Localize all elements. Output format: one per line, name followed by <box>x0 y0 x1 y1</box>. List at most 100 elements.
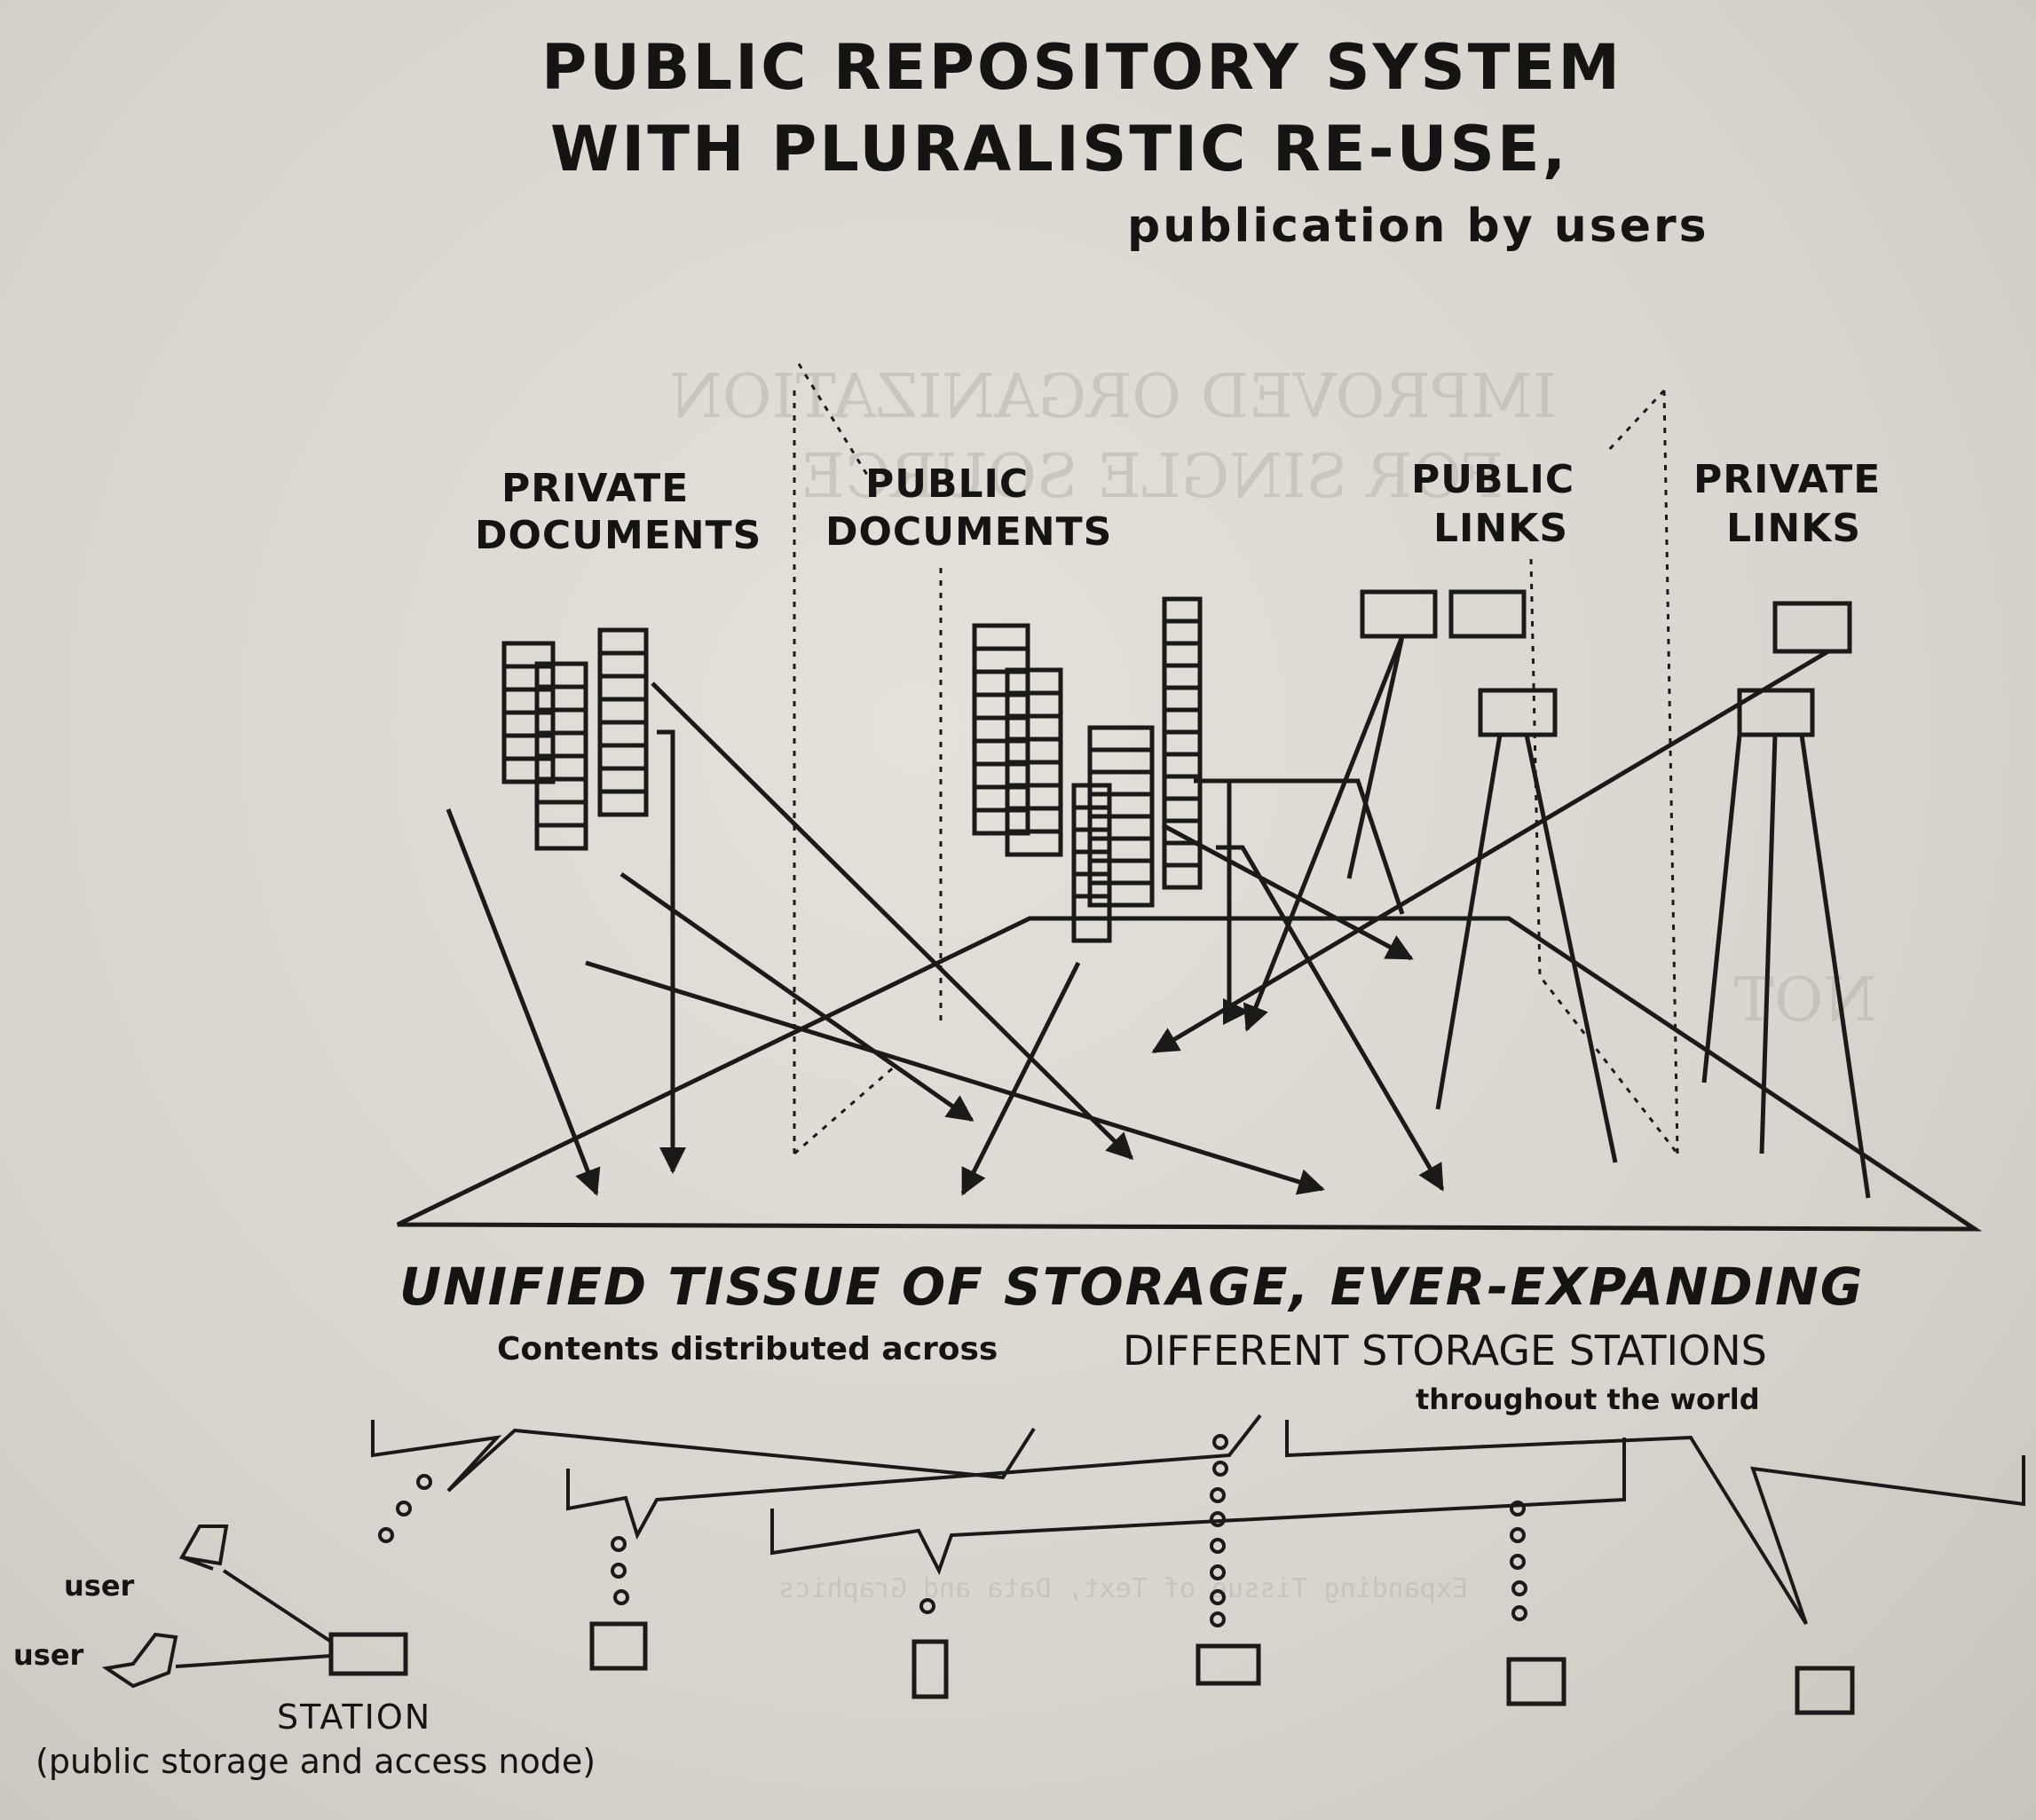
document-block <box>1005 829 1063 857</box>
user-terminals <box>101 1525 333 1689</box>
document-block <box>1071 916 1112 943</box>
document-block <box>1087 880 1155 908</box>
station-description: (public storage and access node) <box>36 1742 596 1781</box>
access-dot <box>919 1598 935 1614</box>
document-block <box>597 674 649 702</box>
document-block <box>597 766 649 794</box>
storage-contents-main: DIFFERENT STORAGE STATIONS <box>1123 1327 1767 1375</box>
document-block <box>1162 685 1203 713</box>
storage-tissue <box>396 916 1983 1232</box>
access-dot <box>1210 1487 1226 1503</box>
station-nodes <box>328 1621 1855 1715</box>
access-dot <box>1511 1605 1527 1621</box>
svg-text:DOCUMENTS: DOCUMENTS <box>825 509 1112 555</box>
private-link-boxes <box>1737 601 1852 737</box>
access-dot <box>416 1474 432 1490</box>
bleed-through-line-2: FOR SINGLE SOURCE <box>801 442 1503 512</box>
title-line-2: WITH PLURALISTIC RE-USE, <box>550 113 1568 185</box>
access-dot <box>1210 1564 1226 1580</box>
station-node <box>911 1639 949 1699</box>
document-block <box>972 623 1030 651</box>
station-node <box>589 1621 648 1671</box>
private-link-box <box>1772 601 1852 654</box>
access-dot <box>1210 1511 1226 1527</box>
svg-text:PRIVATE: PRIVATE <box>1693 457 1881 502</box>
storage-heading: UNIFIED TISSUE OF STORAGE, EVER-EXPANDIN… <box>399 1257 1864 1317</box>
access-dot <box>1510 1527 1526 1543</box>
label-private-links: PRIVATE LINKS <box>1693 457 1881 551</box>
access-dot <box>1510 1501 1526 1517</box>
document-block <box>1162 840 1203 868</box>
station-node <box>328 1632 408 1676</box>
bleed-through-text: IMPROVED ORGANIZATION FOR SINGLE SOURCE … <box>669 362 1876 1604</box>
access-dot <box>1212 1461 1228 1477</box>
access-dot <box>1210 1589 1226 1605</box>
user-label-2: user <box>13 1638 84 1672</box>
document-block <box>1162 752 1203 779</box>
document-block <box>1162 796 1203 823</box>
private-link-box <box>1737 688 1815 737</box>
document-block <box>534 800 588 828</box>
station-node <box>1506 1657 1566 1706</box>
access-dot <box>1210 1611 1226 1627</box>
document-block <box>1087 747 1155 775</box>
document-block <box>501 756 556 784</box>
svg-text:PUBLIC: PUBLIC <box>1411 457 1574 502</box>
svg-text:PUBLIC: PUBLIC <box>865 461 1029 507</box>
access-dot <box>611 1563 627 1579</box>
user-label-1: user <box>64 1569 135 1603</box>
svg-text:LINKS: LINKS <box>1433 506 1568 551</box>
access-dot <box>613 1589 629 1605</box>
document-block <box>1162 863 1203 890</box>
title-subtitle: publication by users <box>1127 200 1709 253</box>
document-block <box>534 823 588 851</box>
document-block <box>597 627 649 656</box>
label-public-documents: PUBLIC DOCUMENTS <box>825 461 1112 555</box>
document-block <box>1087 725 1155 752</box>
access-dot <box>378 1527 394 1543</box>
bleed-through-line-3: NOT <box>1733 965 1876 1036</box>
public-link-box <box>1360 589 1438 639</box>
title-line-1: PUBLIC REPOSITORY SYSTEM <box>541 31 1622 104</box>
access-dots <box>378 1434 1527 1627</box>
document-block <box>597 697 649 725</box>
document-block <box>1162 663 1203 690</box>
access-dot <box>396 1501 412 1517</box>
document-block <box>1162 596 1203 624</box>
document-block <box>597 650 649 679</box>
station-node <box>1795 1666 1855 1715</box>
access-dot <box>1511 1580 1527 1596</box>
document-block <box>1162 707 1203 735</box>
document-block <box>597 789 649 817</box>
connection-lines <box>446 635 1871 1199</box>
public-link-box <box>1448 589 1527 639</box>
svg-text:DOCUMENTS: DOCUMENTS <box>475 513 762 558</box>
label-public-links: PUBLIC LINKS <box>1411 457 1574 551</box>
label-private-documents: PRIVATE DOCUMENTS <box>475 466 762 558</box>
station-network-outline <box>371 1414 2025 1626</box>
storage-contents-prefix: Contents distributed across <box>497 1331 998 1367</box>
document-block <box>1162 641 1203 668</box>
access-dot <box>611 1536 627 1552</box>
document-block <box>1162 618 1203 646</box>
document-stacks <box>501 596 1203 943</box>
document-block <box>1162 818 1203 846</box>
access-dot <box>1212 1434 1228 1450</box>
public-link-boxes <box>1360 589 1558 737</box>
svg-text:LINKS: LINKS <box>1726 506 1861 551</box>
document-block <box>972 808 1030 836</box>
public-link-box <box>1478 688 1558 737</box>
access-dot <box>1210 1538 1226 1554</box>
station-node <box>1196 1643 1261 1686</box>
document-block <box>597 743 649 771</box>
document-block <box>1162 729 1203 757</box>
document-block <box>597 720 649 748</box>
station-label: STATION <box>277 1698 431 1737</box>
svg-text:PRIVATE: PRIVATE <box>501 466 689 511</box>
access-dot <box>1510 1554 1526 1570</box>
bleed-through-line-4: Expanding Tissue of Text, Data and Graph… <box>778 1573 1468 1604</box>
bleed-through-line-1: IMPROVED ORGANIZATION <box>669 362 1557 432</box>
storage-contents-suffix: throughout the world <box>1416 1383 1760 1416</box>
